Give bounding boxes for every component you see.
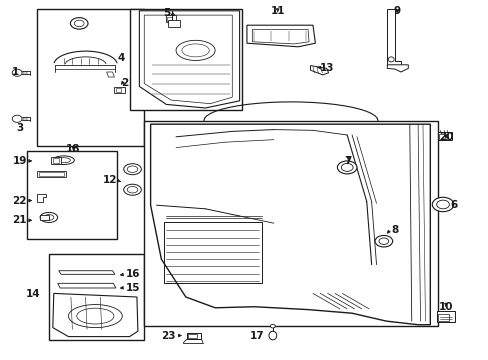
Bar xyxy=(436,311,454,322)
Ellipse shape xyxy=(387,57,393,62)
Text: 22: 22 xyxy=(12,195,27,206)
Text: 9: 9 xyxy=(393,6,400,17)
Bar xyxy=(166,15,176,22)
Polygon shape xyxy=(386,65,407,72)
Polygon shape xyxy=(386,9,400,66)
Ellipse shape xyxy=(123,184,141,195)
Polygon shape xyxy=(139,11,239,108)
Text: 14: 14 xyxy=(26,289,41,299)
Text: 6: 6 xyxy=(449,200,456,210)
Text: 4: 4 xyxy=(117,53,124,63)
Bar xyxy=(188,334,197,338)
Ellipse shape xyxy=(12,69,22,76)
Text: 3: 3 xyxy=(16,123,23,133)
Text: 8: 8 xyxy=(390,225,398,235)
Text: 23: 23 xyxy=(161,330,176,341)
Polygon shape xyxy=(59,271,115,274)
Bar xyxy=(49,254,144,340)
Ellipse shape xyxy=(53,156,74,165)
Bar xyxy=(53,158,59,163)
Polygon shape xyxy=(37,194,46,202)
Ellipse shape xyxy=(176,40,215,60)
Bar xyxy=(437,314,448,321)
Ellipse shape xyxy=(268,331,276,340)
Polygon shape xyxy=(106,72,114,77)
Bar xyxy=(186,333,201,339)
Bar xyxy=(39,172,64,176)
Ellipse shape xyxy=(182,44,209,57)
Polygon shape xyxy=(53,293,138,337)
Polygon shape xyxy=(252,30,308,44)
Ellipse shape xyxy=(74,20,84,27)
Text: 20: 20 xyxy=(438,132,452,143)
Ellipse shape xyxy=(337,161,356,174)
Polygon shape xyxy=(246,25,315,47)
Ellipse shape xyxy=(40,212,58,222)
Text: 15: 15 xyxy=(126,283,141,293)
Polygon shape xyxy=(150,124,429,325)
Text: 16: 16 xyxy=(126,269,141,279)
Ellipse shape xyxy=(57,158,70,163)
Bar xyxy=(438,134,447,139)
Bar xyxy=(168,20,180,27)
Ellipse shape xyxy=(123,164,141,175)
Ellipse shape xyxy=(341,163,352,171)
Polygon shape xyxy=(310,66,328,75)
Ellipse shape xyxy=(374,235,392,247)
Ellipse shape xyxy=(70,18,88,29)
Text: 10: 10 xyxy=(438,302,452,312)
Text: 7: 7 xyxy=(344,156,351,166)
Text: 12: 12 xyxy=(102,175,117,185)
Text: 13: 13 xyxy=(319,63,333,73)
Bar xyxy=(437,132,451,140)
Ellipse shape xyxy=(270,324,275,328)
Bar xyxy=(129,9,242,110)
Bar xyxy=(144,121,437,326)
Text: 11: 11 xyxy=(270,6,285,16)
Ellipse shape xyxy=(436,200,448,209)
Bar xyxy=(116,88,121,92)
Bar xyxy=(167,17,172,21)
Ellipse shape xyxy=(127,186,138,193)
Bar xyxy=(114,87,124,93)
Bar xyxy=(163,222,261,283)
Bar xyxy=(27,151,117,239)
Text: 5: 5 xyxy=(163,8,170,18)
Text: 18: 18 xyxy=(66,144,81,154)
Ellipse shape xyxy=(44,215,54,220)
Ellipse shape xyxy=(77,308,114,324)
Ellipse shape xyxy=(378,238,388,244)
Polygon shape xyxy=(58,283,116,288)
Text: 17: 17 xyxy=(249,330,264,341)
Text: 19: 19 xyxy=(13,156,27,166)
Text: 21: 21 xyxy=(12,215,27,225)
Bar xyxy=(51,157,61,164)
Ellipse shape xyxy=(68,305,122,328)
Text: 2: 2 xyxy=(121,78,128,89)
Bar xyxy=(37,9,144,146)
Ellipse shape xyxy=(431,197,453,212)
Ellipse shape xyxy=(12,115,22,122)
Text: 1: 1 xyxy=(12,67,20,77)
Bar xyxy=(37,171,66,177)
Bar xyxy=(40,215,49,220)
Ellipse shape xyxy=(127,166,138,172)
Polygon shape xyxy=(144,15,232,104)
